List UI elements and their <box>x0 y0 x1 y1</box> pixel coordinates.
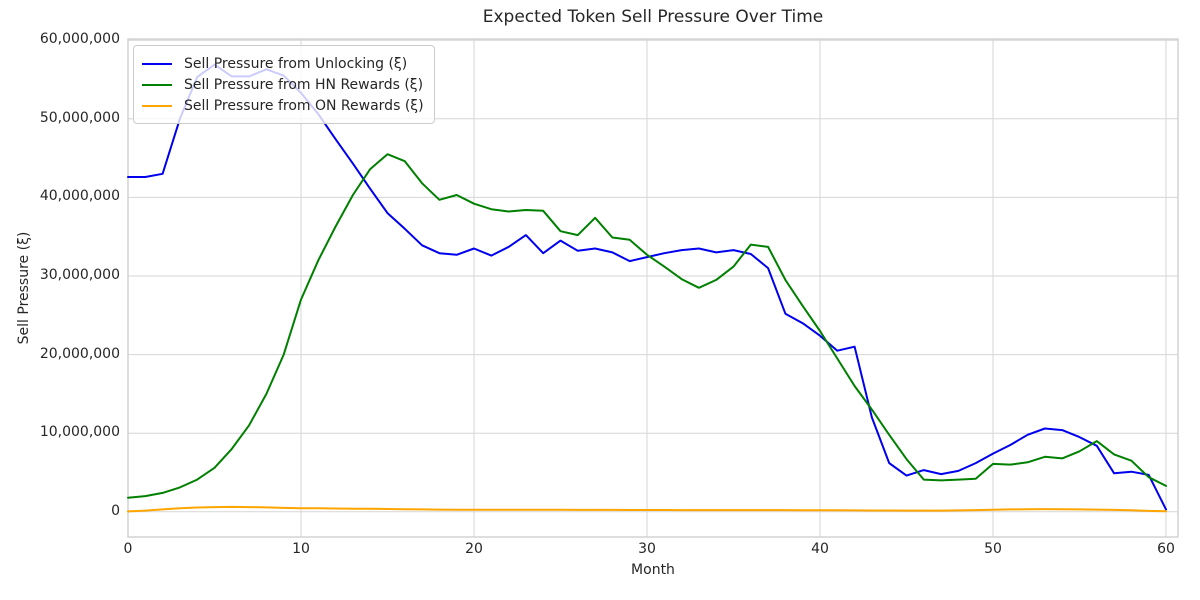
y-tick-label: 40,000,000 <box>39 188 120 205</box>
y-tick-label: 60,000,000 <box>39 31 120 48</box>
x-tick-label: 0 <box>123 541 133 557</box>
x-tick-label: 50 <box>984 541 1002 557</box>
y-tick-label: 30,000,000 <box>39 267 120 283</box>
legend-line-swatch-unlocking <box>142 62 172 65</box>
legend-item-unlocking: Sell Pressure from Unlocking (ξ) <box>142 53 424 74</box>
y-tick-label: 10,000,000 <box>39 424 120 441</box>
legend-item-label: Sell Pressure from Unlocking (ξ) <box>184 55 408 72</box>
legend-item-on-rewards: Sell Pressure from ON Rewards (ξ) <box>142 95 424 116</box>
x-tick-label: 40 <box>811 541 829 557</box>
legend-item-label: Sell Pressure from ON Rewards (ξ) <box>184 97 424 114</box>
legend-line-swatch-hn-rewards <box>142 83 172 86</box>
y-tick-label: 0 <box>111 502 120 519</box>
y-tick-label: 20,000,000 <box>39 345 120 362</box>
x-tick-label: 30 <box>638 541 656 557</box>
legend-line-swatch-on-rewards <box>142 104 172 107</box>
series-line-on-rewards <box>127 505 1167 513</box>
legend: Sell Pressure from Unlocking (ξ) Sell Pr… <box>133 45 435 124</box>
x-tick-label: 60 <box>1157 541 1175 557</box>
chart-title: Expected Token Sell Pressure Over Time <box>482 7 824 27</box>
x-tick-label: 20 <box>465 541 483 557</box>
x-tick-label: 10 <box>292 541 310 557</box>
y-axis-label: Sell Pressure (ξ) <box>16 231 32 345</box>
axes-frame <box>127 38 1179 538</box>
x-axis-label: Month <box>631 562 675 578</box>
y-tick-label: 50,000,000 <box>39 109 120 126</box>
legend-item-hn-rewards: Sell Pressure from HN Rewards (ξ) <box>142 74 424 95</box>
legend-item-label: Sell Pressure from HN Rewards (ξ) <box>184 76 424 93</box>
series-line-hn-rewards <box>127 153 1167 499</box>
